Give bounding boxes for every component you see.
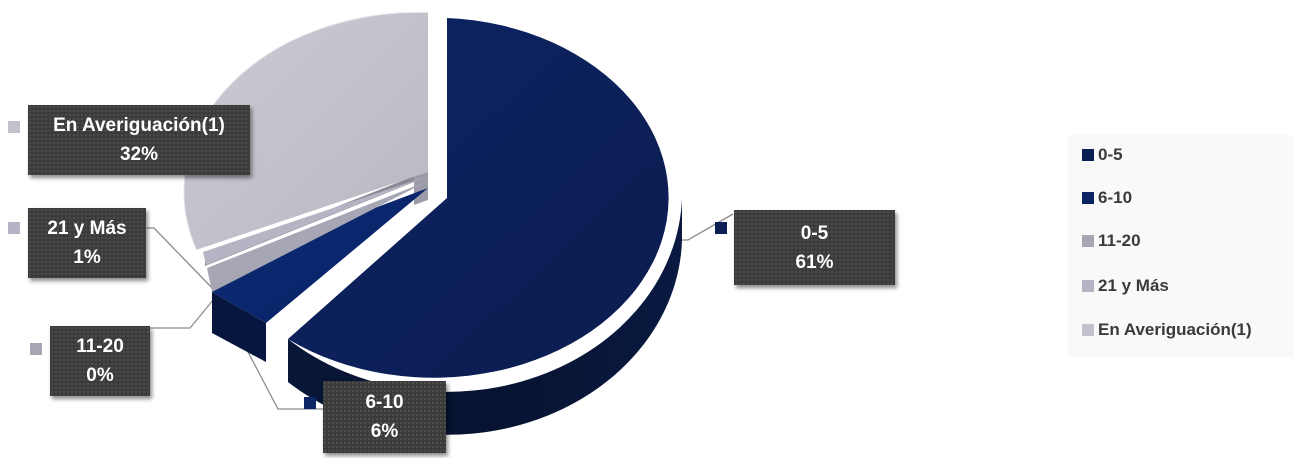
data-label-name: 21 y Más — [47, 218, 127, 239]
data-label-en-averiguacion: En Averiguación(1) 32% — [28, 105, 250, 175]
data-label-value: 6% — [370, 421, 399, 442]
legend-item-6-10: 6-10 — [1082, 188, 1132, 208]
legend-item-11-20: 11-20 — [1082, 231, 1141, 251]
legend-swatch — [1082, 149, 1094, 161]
legend-swatch — [1082, 280, 1094, 292]
data-label-name: En Averiguación(1) — [53, 115, 225, 136]
legend-label: 21 y Más — [1098, 276, 1169, 295]
leader-line-6-10 — [237, 332, 323, 410]
data-label-11-20: 11-20 0% — [50, 326, 150, 396]
legend-label: 11-20 — [1098, 231, 1141, 250]
legend-label: 6-10 — [1098, 188, 1133, 207]
legend-swatch — [1082, 324, 1094, 336]
slice-side-en-averiguacion — [414, 172, 428, 205]
data-label-value: 61% — [795, 251, 834, 273]
leader-line-21-y-mas — [147, 227, 215, 291]
callout-swatch-en-averiguacion — [8, 121, 20, 133]
callout-swatch-11-20 — [30, 343, 42, 355]
slice-21-y-mas — [203, 176, 428, 265]
slice-highlight — [182, 10, 429, 251]
leader-line-11-20 — [150, 298, 215, 329]
callout-swatch-6-10 — [304, 397, 316, 409]
chart-legend: 0-5 6-10 11-20 21 y Más En Averiguación(… — [1068, 135, 1294, 357]
data-label-21-y-mas: 21 y Más 1% — [28, 208, 146, 278]
callout-swatch-21-y-mas — [8, 222, 20, 234]
legend-item-0-5: 0-5 — [1082, 145, 1123, 165]
slice-11-20 — [207, 181, 428, 292]
legend-label: 0-5 — [1098, 145, 1123, 164]
legend-item-21-y-mas: 21 y Más — [1082, 276, 1169, 296]
data-label-value: 32% — [119, 144, 159, 165]
legend-label: En Averiguación(1) — [1098, 320, 1252, 339]
legend-swatch — [1082, 235, 1094, 247]
legend-swatch — [1082, 192, 1094, 204]
data-label-name: 6-10 — [365, 392, 404, 413]
data-label-6-10: 6-10 6% — [323, 381, 446, 453]
slice-6-10 — [212, 188, 428, 323]
data-label-name: 11-20 — [76, 336, 124, 357]
slice-0-5 — [288, 18, 669, 378]
data-label-value: 0% — [86, 365, 114, 386]
data-label-value: 1% — [73, 247, 101, 268]
data-label-0-5: 0-5 61% — [734, 210, 895, 285]
callout-swatch-0-5 — [715, 222, 727, 234]
slice-side-6-10 — [212, 292, 266, 362]
data-label-name: 0-5 — [800, 222, 829, 244]
slice-side-0-5 — [288, 198, 682, 435]
legend-item-en-averiguacion: En Averiguación(1) — [1082, 320, 1252, 340]
